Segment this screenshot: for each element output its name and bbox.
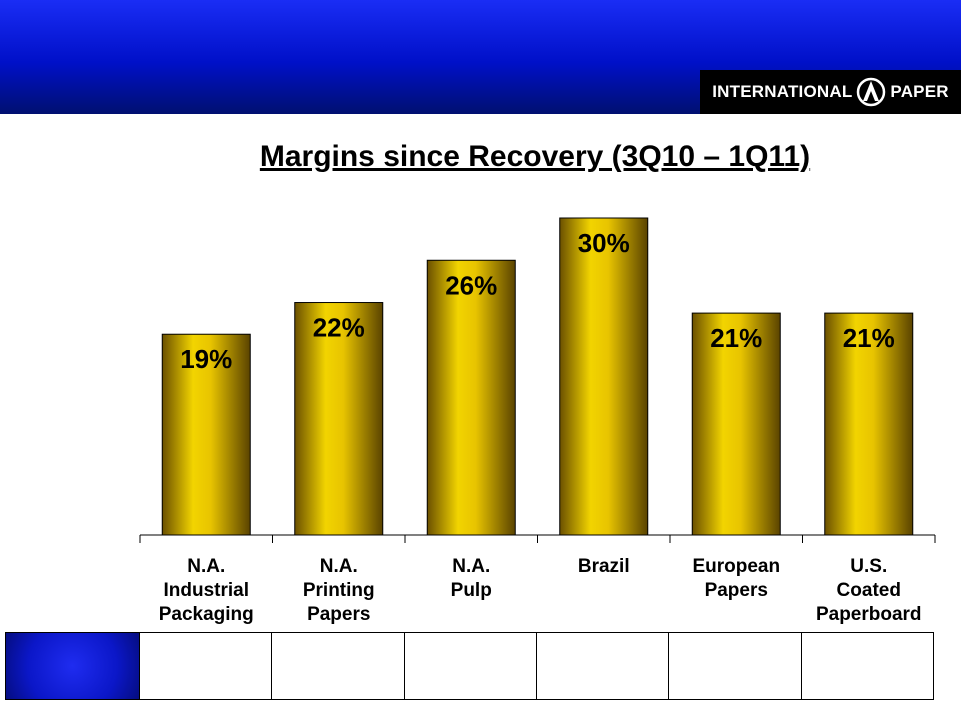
category-label: Industrial (163, 580, 249, 601)
category-label: Packaging (159, 604, 254, 625)
value-labels-layer: 19% 22% 26% 30% 21% 21% (180, 228, 895, 374)
bottom-table-cell (668, 633, 801, 699)
bottom-table-cell (139, 633, 272, 699)
category-label: Brazil (578, 556, 630, 577)
category-label: Papers (705, 580, 768, 601)
logo-emblem-icon (857, 77, 886, 107)
category-label: Papers (307, 604, 370, 625)
category-label: N.A. (320, 556, 358, 577)
category-label: Paperboard (816, 604, 922, 625)
bar-value-label: 19% (180, 344, 232, 374)
bottom-table-cell (800, 633, 933, 699)
bar (426, 259, 516, 536)
category-label: Pulp (451, 580, 492, 601)
bar (161, 333, 251, 536)
bottom-table-cell (535, 633, 669, 699)
category-label: N.A. (187, 556, 225, 577)
company-logo: INTERNATIONAL PAPER (700, 70, 961, 114)
logo-text-right: PAPER (890, 82, 949, 101)
bar (824, 312, 914, 536)
logo-text-left: INTERNATIONAL (712, 82, 853, 101)
bar-value-label: 22% (313, 313, 365, 343)
bar (691, 312, 781, 536)
bar-value-label: 30% (578, 228, 630, 258)
category-label: N.A. (452, 556, 490, 577)
category-labels-layer: N.A. Industrial Packaging N.A. Printing Paper… (159, 556, 922, 625)
x-axis-ticks (139, 535, 936, 543)
bottom-table (5, 632, 934, 700)
bar-value-label: 26% (445, 270, 497, 300)
category-label: Coated (837, 580, 901, 601)
bar-value-label: 21% (843, 323, 895, 353)
chart-title: Margins since Recovery (3Q10 – 1Q11) (259, 140, 811, 173)
bottom-table-cell (271, 633, 404, 699)
category-label: U.S. (850, 556, 887, 577)
bar (294, 302, 384, 536)
bar (559, 217, 649, 536)
bottom-table-cell (403, 633, 536, 699)
category-label: European (692, 556, 780, 577)
category-label: Printing (303, 580, 375, 601)
bottom-table-header-cell (6, 633, 139, 699)
bars-layer (161, 217, 914, 536)
bar-value-label: 21% (710, 323, 762, 353)
